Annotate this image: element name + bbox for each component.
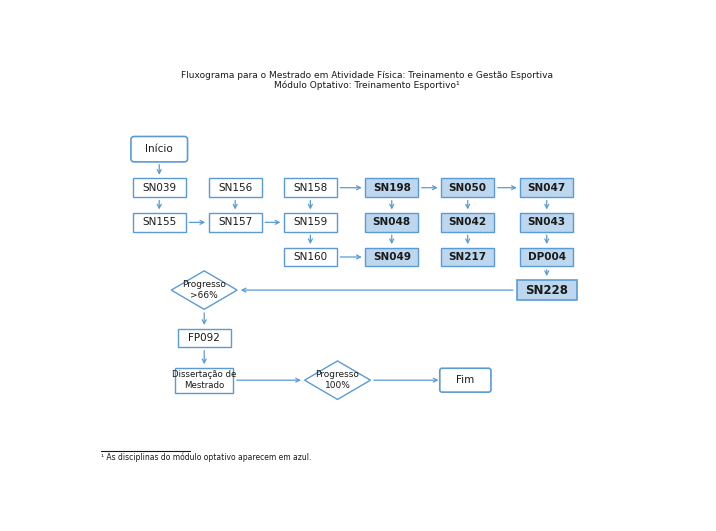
FancyBboxPatch shape	[516, 280, 577, 301]
FancyBboxPatch shape	[521, 213, 573, 232]
FancyBboxPatch shape	[131, 136, 188, 162]
Text: Progresso
>66%: Progresso >66%	[183, 280, 226, 300]
Text: ¹ As disciplinas do módulo optativo aparecem em azul.: ¹ As disciplinas do módulo optativo apar…	[101, 452, 311, 462]
FancyBboxPatch shape	[521, 178, 573, 197]
Text: SN159: SN159	[294, 217, 327, 227]
FancyBboxPatch shape	[178, 329, 231, 347]
FancyBboxPatch shape	[133, 213, 185, 232]
FancyBboxPatch shape	[284, 248, 337, 266]
FancyBboxPatch shape	[441, 178, 494, 197]
FancyBboxPatch shape	[521, 248, 573, 266]
Text: Progresso
100%: Progresso 100%	[316, 371, 359, 390]
Text: Fluxograma para o Mestrado em Atividade Física: Treinamento e Gestão Esportiva: Fluxograma para o Mestrado em Atividade …	[181, 71, 553, 80]
FancyBboxPatch shape	[365, 213, 418, 232]
FancyBboxPatch shape	[441, 248, 494, 266]
Text: SN156: SN156	[218, 183, 252, 193]
Text: DP004: DP004	[528, 252, 566, 262]
FancyBboxPatch shape	[440, 369, 491, 392]
Text: SN050: SN050	[449, 183, 487, 193]
Text: Módulo Optativo: Treinamento Esportivo¹: Módulo Optativo: Treinamento Esportivo¹	[274, 81, 460, 90]
FancyBboxPatch shape	[284, 178, 337, 197]
FancyBboxPatch shape	[175, 368, 233, 392]
FancyBboxPatch shape	[441, 213, 494, 232]
FancyBboxPatch shape	[284, 213, 337, 232]
FancyBboxPatch shape	[209, 178, 261, 197]
Text: FP092: FP092	[188, 333, 220, 343]
Text: SN048: SN048	[373, 217, 411, 227]
Text: SN160: SN160	[294, 252, 327, 262]
FancyBboxPatch shape	[209, 213, 261, 232]
Text: SN217: SN217	[449, 252, 487, 262]
Text: SN198: SN198	[373, 183, 411, 193]
Text: SN157: SN157	[218, 217, 252, 227]
Text: Dissertação de
Mestrado: Dissertação de Mestrado	[172, 371, 236, 390]
Text: SN049: SN049	[373, 252, 411, 262]
Text: SN043: SN043	[528, 217, 566, 227]
Polygon shape	[171, 271, 237, 310]
Text: Fim: Fim	[456, 375, 475, 385]
Text: SN158: SN158	[294, 183, 327, 193]
Text: SN039: SN039	[142, 183, 176, 193]
Text: SN228: SN228	[526, 284, 569, 297]
Text: SN047: SN047	[528, 183, 566, 193]
Text: Início: Início	[145, 144, 173, 154]
FancyBboxPatch shape	[365, 178, 418, 197]
Text: SN042: SN042	[449, 217, 487, 227]
Text: SN155: SN155	[142, 217, 176, 227]
Polygon shape	[304, 361, 370, 399]
FancyBboxPatch shape	[133, 178, 185, 197]
FancyBboxPatch shape	[365, 248, 418, 266]
